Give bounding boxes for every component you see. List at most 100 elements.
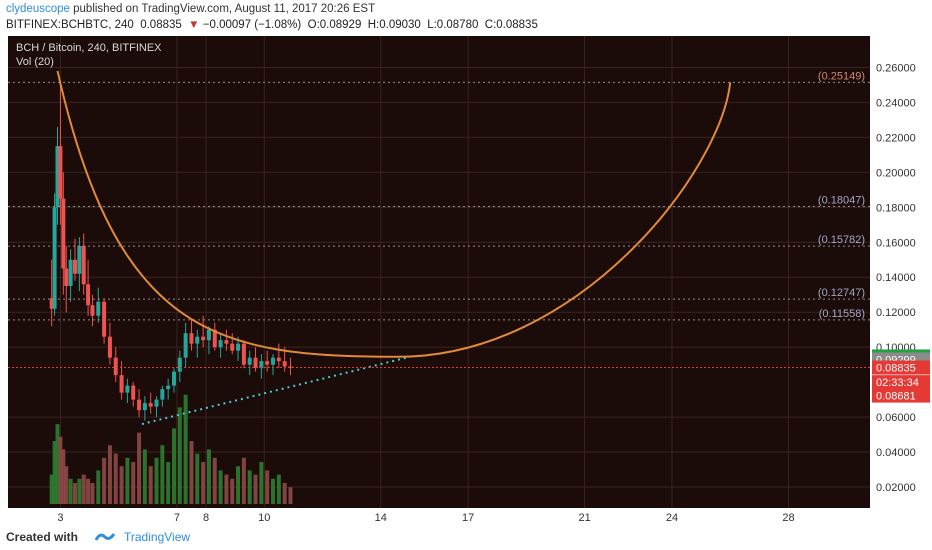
candle-body [107, 336, 112, 358]
volume-bar [61, 449, 66, 504]
y-tick-label: 0.02000 [876, 482, 916, 494]
volume-bar [171, 428, 176, 504]
candle-body [288, 366, 293, 368]
publish-info: published on TradingView.com, August 11,… [69, 3, 376, 15]
candle-body [119, 375, 124, 393]
support-trendline [141, 355, 411, 426]
x-tick-label: 7 [174, 512, 180, 524]
x-tick-label: 3 [57, 512, 63, 524]
volume-bar [81, 474, 86, 504]
candle-body [154, 399, 159, 407]
volume-bar [195, 453, 200, 504]
candle-body [58, 146, 63, 199]
symbol-line: BITFINEX:BCHBTC, 240 0.08835 ▼ −0.00097 … [6, 19, 538, 31]
candle-body [160, 389, 165, 400]
candle-body [259, 361, 264, 369]
candle-body [177, 357, 182, 372]
volume-bar [125, 457, 130, 504]
candle-body [282, 361, 287, 367]
x-tick-label: 17 [462, 512, 474, 524]
volume-bar [276, 474, 281, 504]
volume-bar [201, 462, 206, 504]
volume-bar [77, 478, 82, 504]
price-chart[interactable]: (0.25149) (0.18047) (0.15782) (0.12747) (0.1… [0, 36, 932, 524]
tradingview-logo-icon [94, 530, 118, 549]
candle-body [113, 357, 118, 376]
candle-body [189, 333, 194, 344]
candle-body [102, 301, 107, 337]
volume-bar [102, 457, 107, 504]
candle-body [265, 361, 270, 365]
volume-bar [90, 483, 95, 504]
candle-body [183, 333, 188, 358]
volume-bar [160, 445, 165, 504]
volume-bar [206, 449, 211, 504]
candle-body [55, 146, 60, 208]
volume-bar [282, 483, 287, 504]
y-tick-label: 0.26000 [876, 62, 916, 74]
low-value: L:0.08780 [427, 19, 479, 31]
volume-bar [230, 478, 235, 504]
chart-container[interactable]: (0.25149) (0.18047) (0.15782) (0.12747) (0.1… [0, 36, 932, 524]
candle-body [137, 399, 142, 411]
price-badge-label: 0.08681 [876, 391, 916, 403]
footer-brand[interactable]: TradingView [124, 530, 191, 544]
candle-body [61, 198, 66, 269]
price-badge-label: 0.08835 [876, 363, 916, 375]
y-tick-label: 0.14000 [876, 272, 916, 284]
candle-body [64, 268, 69, 286]
volume-bar [68, 478, 73, 504]
candle-body [142, 403, 147, 411]
time-axis[interactable] [8, 508, 870, 524]
candle-body [276, 357, 281, 362]
symbol-label: BITFINEX:BCHBTC, 240 [6, 19, 134, 31]
x-tick-label: 8 [203, 512, 209, 524]
candle-body [271, 357, 276, 365]
x-tick-label: 21 [578, 512, 590, 524]
candle-body [81, 245, 86, 285]
volume-bar [148, 466, 153, 504]
close-value: C:0.08835 [484, 19, 538, 31]
last-price: 0.08835 [140, 19, 182, 31]
volume-bar [119, 466, 124, 504]
price-axis[interactable] [870, 36, 932, 508]
candle-body [68, 259, 73, 286]
volume-bar [236, 466, 241, 504]
price-change: −0.00097 (−1.08%) [202, 19, 302, 31]
candle-body [230, 343, 235, 351]
candle-body [125, 385, 130, 393]
x-tick-label: 28 [782, 512, 794, 524]
high-value: H:0.09030 [367, 19, 421, 31]
y-tick-label: 0.20000 [876, 167, 916, 179]
candle-body [166, 385, 171, 390]
volume-bar [55, 424, 60, 504]
price-badge [872, 360, 930, 375]
candle-body [148, 403, 153, 407]
fib-level-label: (0.18047) [818, 194, 865, 206]
fib-level-label: (0.25149) [818, 70, 865, 82]
volume-bar [212, 457, 217, 504]
footer-created: Created with [6, 530, 79, 544]
candle-body [131, 385, 136, 400]
volume-bar [218, 470, 223, 504]
candle-body [241, 343, 246, 365]
y-tick-label: 0.22000 [876, 132, 916, 144]
volume-bar [189, 441, 194, 504]
volume-bar [86, 478, 91, 504]
change-down-icon: ▼ [188, 19, 200, 31]
candle-body [218, 340, 223, 348]
volume-bar [142, 449, 147, 504]
plot-background [8, 36, 870, 508]
candle-body [72, 259, 77, 274]
volume-bar [224, 474, 229, 504]
candle-body [206, 329, 211, 341]
volume-bar [96, 470, 101, 504]
volume-indicator-label: Vol (20) [16, 56, 54, 68]
fib-level-label: (0.11558) [819, 308, 865, 320]
volume-bar [154, 457, 159, 504]
author-link[interactable]: clydeuscope [6, 3, 70, 15]
candle-body [247, 357, 252, 365]
volume-bar [241, 457, 246, 504]
volume-bar [64, 466, 69, 504]
candle-body [52, 207, 57, 309]
